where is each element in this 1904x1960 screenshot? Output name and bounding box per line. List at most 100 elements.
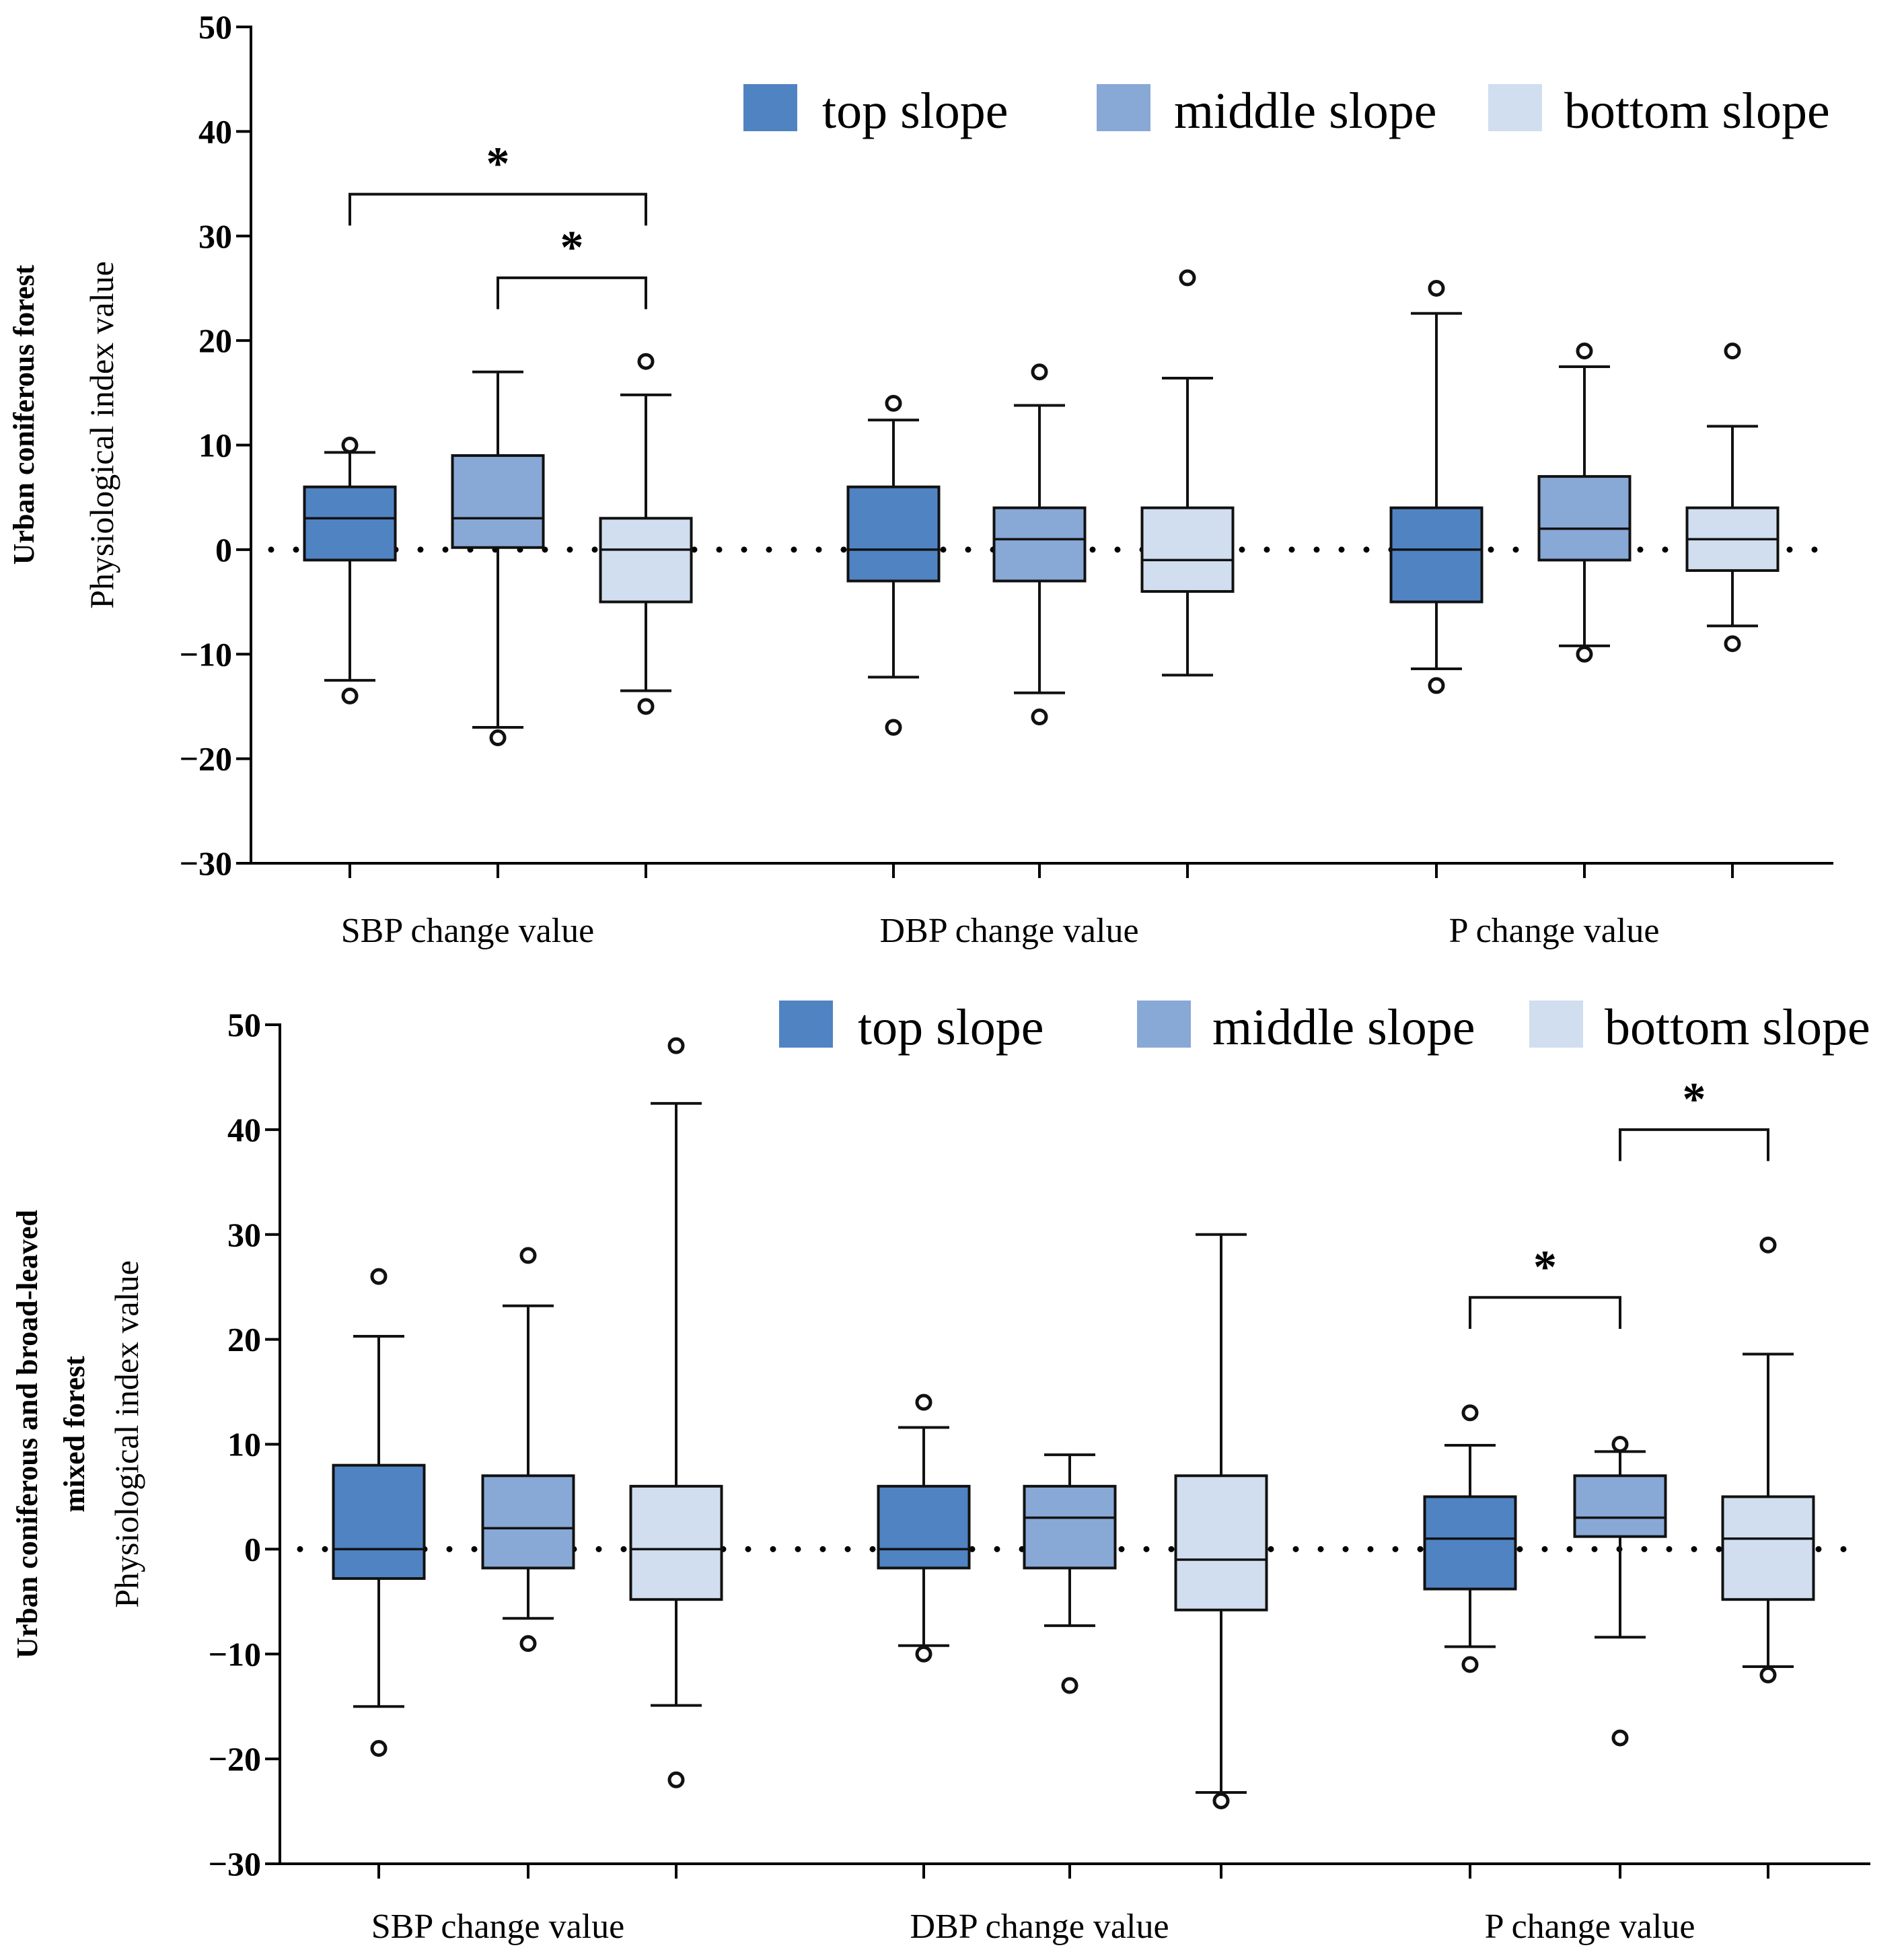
iqr-box xyxy=(332,1463,426,1581)
legend-swatch-bottom-slope xyxy=(1488,84,1542,131)
panel-mixed-forest: −30 −20 −10 0 10 20 30 40 50 SBP change value DBP … xyxy=(11,999,1870,1946)
y-tick-label: −30 xyxy=(209,1845,262,1883)
category-label: SBP change value xyxy=(371,1908,624,1946)
panel-title-line: mixed forest xyxy=(58,1356,91,1513)
legend-label-top-slope: top slope xyxy=(822,83,1009,139)
outlier-point xyxy=(1428,279,1445,297)
iqr-box xyxy=(1023,1484,1117,1570)
outlier-point xyxy=(915,1393,932,1411)
category-label: P change value xyxy=(1449,912,1660,950)
outlier-point xyxy=(1724,635,1741,653)
box-middle-slope xyxy=(451,370,545,747)
outlier-point xyxy=(667,1771,685,1788)
y-tick-label: 0 xyxy=(244,1530,261,1568)
significance-bracket xyxy=(1619,1128,1769,1161)
outlier-point xyxy=(1031,708,1048,725)
outlier-point xyxy=(1611,1729,1629,1747)
significance-bracket xyxy=(1469,1296,1621,1330)
outlier-point xyxy=(341,687,359,704)
y-tick-label: 0 xyxy=(215,531,232,569)
iqr-box xyxy=(1537,475,1632,562)
outlier-point xyxy=(1759,1236,1777,1254)
outlier-point xyxy=(667,1037,685,1054)
significance-bracket xyxy=(497,276,647,310)
legend-label-bottom-slope: bottom slope xyxy=(1605,999,1870,1056)
box-middle-slope xyxy=(992,363,1087,725)
legend-label-top-slope: top slope xyxy=(858,999,1044,1056)
legend-label-middle-slope: middle slope xyxy=(1212,999,1475,1056)
y-tick-label: 10 xyxy=(198,427,232,464)
y-tick-label: 20 xyxy=(227,1321,261,1358)
significance-star: * xyxy=(560,222,584,274)
outlier-point xyxy=(885,719,902,736)
outlier-point xyxy=(1461,1404,1479,1422)
outlier-point xyxy=(1611,1436,1629,1453)
y-tick-label: −20 xyxy=(180,740,233,778)
box-top-slope xyxy=(877,1393,971,1663)
box-bottom-slope xyxy=(1685,342,1780,653)
box-top-slope xyxy=(1389,279,1484,694)
box-middle-slope xyxy=(1023,1453,1117,1694)
outlier-point xyxy=(915,1645,932,1663)
outlier-point xyxy=(637,698,655,715)
y-tick-label: 30 xyxy=(198,217,232,255)
panel-title: Urban coniferous forest xyxy=(7,264,40,565)
significance-star: * xyxy=(486,139,510,190)
box-bottom-slope xyxy=(599,353,693,715)
iqr-box xyxy=(303,485,397,562)
iqr-box xyxy=(1721,1495,1815,1601)
iqr-box xyxy=(1423,1495,1517,1591)
category-label: DBP change value xyxy=(910,1908,1169,1946)
category-label: SBP change value xyxy=(341,912,594,950)
box-top-slope xyxy=(1423,1404,1517,1673)
box-bottom-slope xyxy=(1140,269,1235,677)
box-middle-slope xyxy=(481,1247,575,1653)
legend-swatch-top-slope xyxy=(743,84,797,131)
category-label: DBP change value xyxy=(879,912,1138,950)
legend-label-bottom-slope: bottom slope xyxy=(1564,83,1830,139)
y-tick-label: −10 xyxy=(209,1635,262,1673)
iqr-box xyxy=(1174,1474,1268,1611)
y-tick-label: −10 xyxy=(180,635,233,673)
iqr-box xyxy=(877,1484,971,1570)
y-tick-label: 10 xyxy=(227,1426,261,1463)
box-top-slope xyxy=(332,1268,426,1757)
iqr-box xyxy=(481,1474,575,1570)
y-tick-label: 40 xyxy=(198,112,232,150)
outlier-point xyxy=(1724,342,1741,360)
y-axis-label: Physiological index value xyxy=(108,1260,145,1608)
legend-label-middle-slope: middle slope xyxy=(1174,83,1437,139)
y-tick-label: 40 xyxy=(227,1111,261,1149)
outlier-point xyxy=(1031,363,1048,381)
outlier-point xyxy=(1428,677,1445,694)
box-top-slope xyxy=(846,394,941,736)
box-top-slope xyxy=(303,437,397,704)
outlier-point xyxy=(341,437,359,453)
outlier-point xyxy=(1179,269,1196,287)
box-middle-slope xyxy=(1573,1436,1667,1747)
outlier-point xyxy=(1212,1792,1230,1809)
panel-coniferous-forest: −30 −20 −10 0 10 20 30 40 50 SBP change value DBP … xyxy=(7,8,1833,950)
outlier-point xyxy=(1461,1656,1479,1673)
outlier-point xyxy=(489,729,507,747)
outlier-point xyxy=(370,1268,388,1285)
iqr-box xyxy=(1389,506,1484,604)
outlier-point xyxy=(519,1635,537,1653)
y-tick-label: 50 xyxy=(198,8,232,46)
y-axis-label: Physiological index value xyxy=(83,261,120,609)
box-bottom-slope xyxy=(1721,1236,1815,1683)
outlier-point xyxy=(885,394,902,412)
significance-star: * xyxy=(1683,1074,1706,1126)
outlier-point xyxy=(637,353,655,370)
outlier-point xyxy=(370,1740,388,1757)
category-label: P change value xyxy=(1485,1908,1695,1946)
box-middle-slope xyxy=(1537,342,1632,663)
y-tick-label: 30 xyxy=(227,1216,261,1254)
y-tick-label: −20 xyxy=(209,1740,262,1778)
iqr-box xyxy=(451,454,545,549)
significance-bracket xyxy=(349,192,647,226)
legend-swatch-bottom-slope xyxy=(1529,1001,1583,1048)
outlier-point xyxy=(519,1247,537,1264)
